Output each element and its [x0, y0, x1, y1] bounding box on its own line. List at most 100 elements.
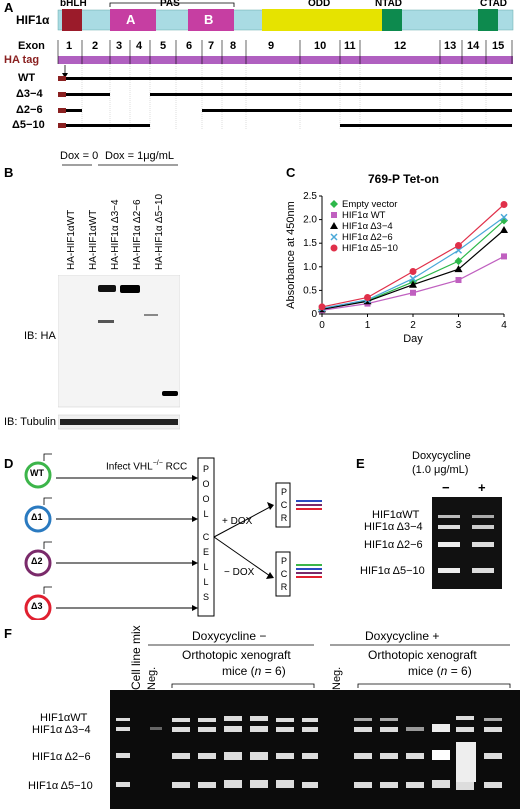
data-point [318, 303, 326, 311]
ntad-label: NTAD [375, 0, 403, 9]
y-tick-label: 2.5 [303, 191, 317, 202]
y-tick-label: 0.5 [303, 285, 317, 296]
lane-label: HA-HIF1αWT [88, 209, 99, 270]
f-dox-minus: Doxycycline − [192, 629, 267, 643]
pas-b-label: B [204, 12, 214, 27]
infect-label: Infect VHL−/− RCC [106, 460, 188, 473]
panel-letter-b: B [4, 165, 14, 180]
f-xeno-minus-line2: mice (n = 6) [222, 664, 286, 678]
e-plus: + [478, 480, 486, 495]
data-point [455, 242, 462, 250]
data-point [409, 275, 417, 283]
x-tick-label: 2 [410, 320, 416, 331]
circle-label-d2: Δ2 [31, 556, 43, 566]
ntad-domain [382, 9, 402, 31]
data-point [410, 289, 416, 296]
bhlh-label: bHLH [60, 0, 87, 9]
y-tick-label: 2.0 [303, 215, 317, 226]
construct-d2-6 [58, 108, 512, 113]
f-xeno-plus-line1: Orthotopic xenograft [368, 648, 477, 662]
legend-label: Empty vector [342, 199, 397, 210]
pas-bracket [109, 2, 235, 7]
exon-label: Exon [18, 40, 45, 52]
construct-wt [58, 76, 512, 81]
f-neg-1: Neg. [146, 666, 158, 690]
panel-letter-c: C [286, 165, 296, 180]
protein-label: HIF1α [16, 13, 50, 27]
data-point [454, 265, 463, 273]
y-axis-label: Absorbance at 450nm [285, 201, 297, 309]
f-neg-2: Neg. [331, 666, 343, 690]
construct-d3-4 [58, 92, 512, 97]
ha-arrow [62, 73, 68, 78]
exon-guides [81, 64, 487, 130]
data-point [409, 280, 417, 288]
dox0-label: Dox = 0 [60, 150, 99, 162]
panel-letter-e: E [356, 456, 365, 471]
odd-domain [262, 9, 382, 31]
x-tick-label: 1 [365, 320, 371, 331]
e-title-line1: Doxycycline [412, 450, 471, 462]
e-band-wt: HIF1αWT [372, 509, 420, 521]
construct-d5-10 [58, 123, 512, 128]
pas-a-domain [110, 9, 156, 31]
f-cell-line-mix: Cell line mix [129, 625, 143, 690]
data-point [330, 233, 338, 241]
data-point [454, 257, 463, 266]
circle-label-d1: Δ1 [31, 512, 43, 522]
plus-dox-label: + DOX [222, 516, 253, 527]
odd-label: ODD [308, 0, 331, 9]
bhlh-domain [62, 9, 82, 31]
e-band-d5-10: HIF1α Δ5−10 [360, 565, 425, 577]
data-point [331, 212, 337, 218]
f-dox-plus: Doxycycline + [365, 629, 440, 643]
legend-label: HIF1α Δ2−6 [342, 232, 393, 243]
pas-label: PAS [160, 0, 180, 9]
y-tick-label: 1.5 [303, 238, 317, 249]
x-tick-label: 0 [319, 320, 325, 331]
data-point [455, 277, 462, 284]
construct-label-wt: WT [18, 72, 36, 84]
ib-tubulin-label: IB: Tubulin [4, 416, 56, 428]
lane-label: HA-HIF1α Δ2−6 [132, 199, 143, 270]
panel-a-diagram [57, 2, 514, 130]
data-point [501, 253, 507, 260]
circle-label-d3: Δ3 [31, 601, 43, 611]
f-band-d3-4: HIF1α Δ3−4 [32, 724, 91, 736]
e-minus: − [442, 480, 450, 495]
chart-title: 769-P Tet-on [368, 172, 439, 186]
legend-label: HIF1α WT [342, 210, 386, 221]
f-band-d5-10: HIF1α Δ5−10 [28, 780, 93, 792]
f-xeno-minus-line1: Orthotopic xenograft [182, 648, 291, 662]
circle-label-wt: WT [30, 468, 44, 478]
dox1-label: Dox = 1μg/mL [105, 150, 175, 162]
f-band-d2-6: HIF1α Δ2−6 [32, 751, 91, 763]
x-tick-label: 4 [501, 320, 507, 331]
f-band-wt: HIF1αWT [40, 712, 88, 724]
f-brackets [148, 644, 511, 688]
workflow-diagram [24, 453, 322, 620]
ctad-domain [478, 9, 498, 31]
western-blot [58, 275, 180, 430]
data-point [500, 200, 508, 208]
y-tick-label: 1.0 [303, 262, 317, 273]
construct-label-d2-6: Δ2−6 [16, 104, 43, 116]
construct-label-d5-10: Δ5−10 [12, 119, 45, 131]
ha-tag-label: HA tag [4, 54, 40, 66]
data-point [330, 200, 338, 208]
y-tick-label: 0 [311, 309, 317, 320]
legend-label: HIF1α Δ5−10 [342, 243, 398, 254]
f-gel [110, 690, 520, 809]
lane-label: HA-HIF1α Δ5−10 [154, 193, 165, 270]
e-band-d3-4: HIF1α Δ3−4 [364, 521, 423, 533]
x-axis-label: Day [403, 333, 423, 345]
e-gel [432, 497, 502, 589]
data-point [364, 293, 371, 301]
exon-ticks [57, 40, 513, 64]
f-xeno-plus-line2: mice (n = 6) [408, 664, 472, 678]
construct-label-d3-4: Δ3−4 [16, 88, 43, 100]
e-title-line2: (1.0 μg/mL) [412, 464, 469, 476]
data-point [330, 244, 338, 252]
